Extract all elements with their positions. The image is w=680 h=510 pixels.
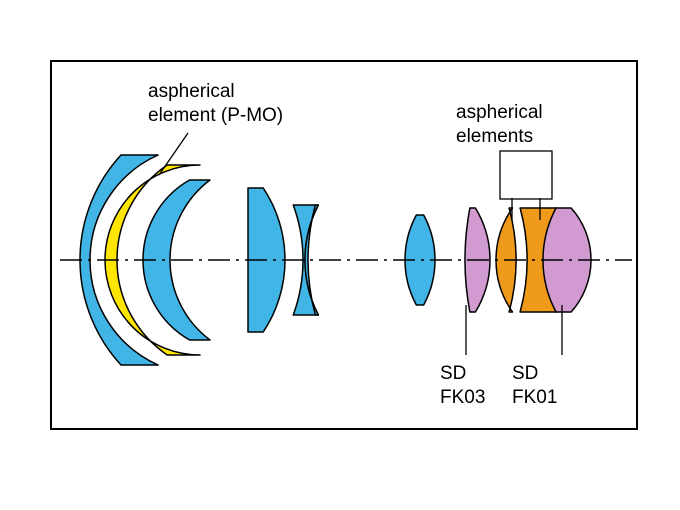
label-aspherical-elements: aspherical elements (456, 101, 543, 149)
label-aspherical-pmo: aspherical element (P-MO) (148, 80, 283, 128)
label-sd-fk03: SD FK03 (440, 362, 485, 410)
lens-diagram-svg (0, 0, 680, 510)
label-sd-fk01: SD FK01 (512, 362, 557, 410)
